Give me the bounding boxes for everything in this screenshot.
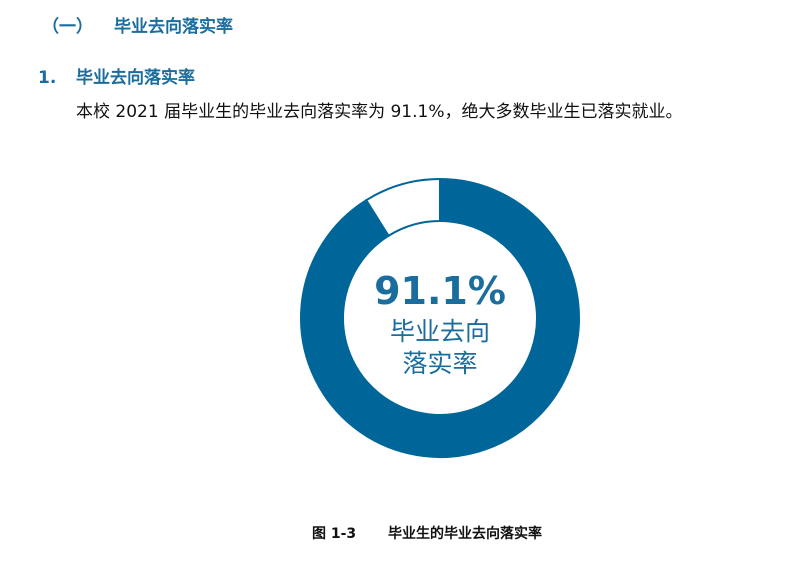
donut-slice-0 <box>300 177 580 458</box>
section-heading: （一） 毕业去向落实率 <box>42 17 233 37</box>
donut-slice-1 <box>364 177 441 238</box>
center-label-line2: 落实率 <box>402 349 477 378</box>
figure-caption: 图 1-3 毕业生的毕业去向落实率 <box>312 526 542 542</box>
center-value: 91.1% <box>374 269 506 313</box>
subsection-heading: 1. 毕业去向落实率 <box>38 68 195 88</box>
body-paragraph: 本校 2021 届毕业生的毕业去向落实率为 91.1%，绝大多数毕业生已落实就业… <box>76 102 683 122</box>
center-label-line1: 毕业去向 <box>390 317 490 346</box>
